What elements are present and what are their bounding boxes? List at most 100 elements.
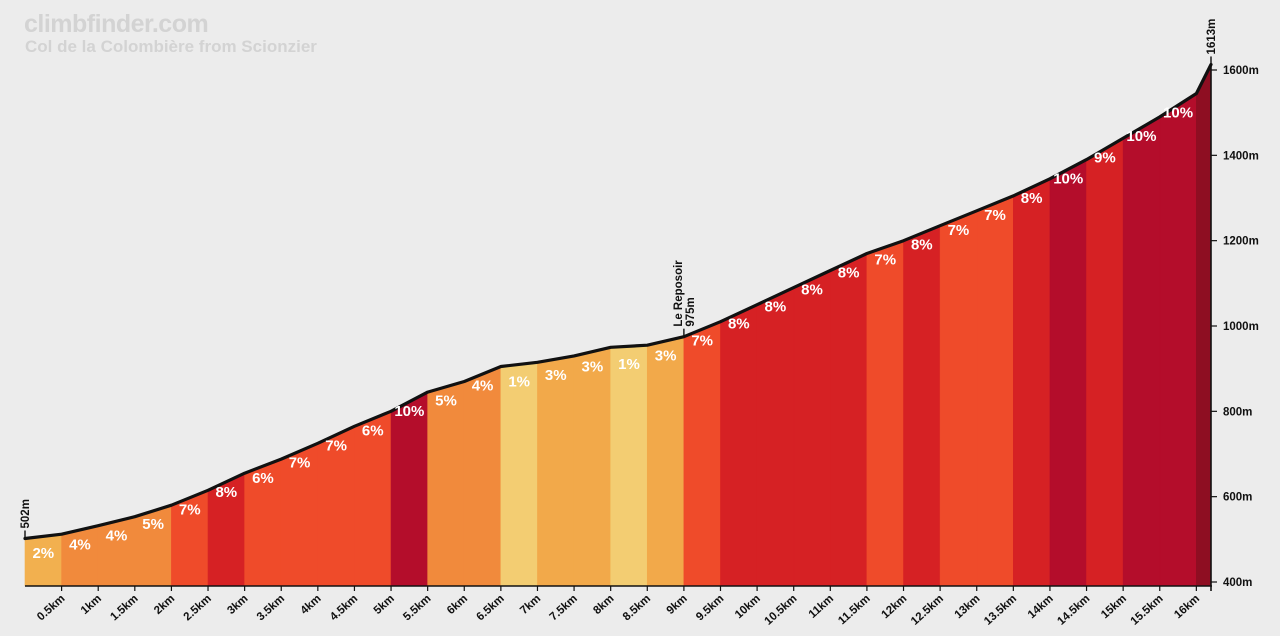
grade-label: 10% xyxy=(394,403,424,420)
x-tick-label: 13.5km xyxy=(982,593,1019,628)
y-tick-label: 1600m xyxy=(1223,65,1259,77)
x-tick-label: 10km xyxy=(733,593,763,622)
grade-label: 10% xyxy=(1126,128,1156,145)
grade-label: 8% xyxy=(801,282,823,299)
grade-label: 7% xyxy=(289,454,311,471)
grade-label: 7% xyxy=(984,207,1006,224)
x-tick-label: 6.5km xyxy=(474,593,506,624)
x-tick-label: 8km xyxy=(591,593,616,617)
x-tick-label: 1.5km xyxy=(108,593,140,624)
annotations: 502m Le Reposoir 975m 1613m xyxy=(20,19,1218,539)
x-tick-label: 7.5km xyxy=(548,593,580,624)
grade-segment xyxy=(683,321,721,587)
grade-segment xyxy=(903,225,941,587)
grade-label: 4% xyxy=(472,378,494,395)
grade-label: 6% xyxy=(252,470,274,487)
grade-label: 10% xyxy=(1053,171,1083,188)
grade-label: 8% xyxy=(765,299,787,316)
chart-subtitle: Col de la Colombière from Scionzier xyxy=(25,37,317,56)
x-tick-label: 16km xyxy=(1172,593,1202,622)
x-tick-label: 5.5km xyxy=(401,593,433,624)
x-tick-label: 15km xyxy=(1099,593,1129,622)
grade-label: 7% xyxy=(691,333,713,350)
x-tick-label: 15.5km xyxy=(1129,593,1166,628)
x-tick-label: 1km xyxy=(79,593,104,617)
grade-segment xyxy=(866,240,904,587)
grade-label: 8% xyxy=(728,316,750,333)
profile-line xyxy=(23,62,1213,541)
grade-segment xyxy=(1049,159,1087,587)
grade-label: 1% xyxy=(508,373,530,390)
grade-label: 9% xyxy=(1094,149,1116,166)
x-tick-label: 11.5km xyxy=(836,593,873,628)
grade-segment xyxy=(573,346,611,587)
grade-segment xyxy=(1196,64,1212,587)
grade-label: 5% xyxy=(435,392,457,409)
grade-segment xyxy=(976,195,1014,587)
x-tick-label: 10.5km xyxy=(763,593,800,628)
annotation-label: Le Reposoir xyxy=(673,260,685,327)
grade-segment xyxy=(793,270,831,587)
grade-segment xyxy=(720,304,758,587)
brand-watermark: climbfinder.com xyxy=(24,10,209,38)
grade-segment xyxy=(939,210,978,587)
grade-segment xyxy=(537,355,575,587)
grade-label: 3% xyxy=(545,367,567,384)
x-tick-label: 2km xyxy=(152,593,177,617)
x-tick-label: 9.5km xyxy=(694,593,726,624)
grade-segment xyxy=(390,391,428,587)
grade-segment xyxy=(646,336,685,587)
grade-labels: 2% 4% 4% 5% 7% 8% 6% 7% 7% 6% 10% 5% 4% 1% 3% 3% 1% 3% 7% 8… xyxy=(32,104,1193,562)
grade-label: 10% xyxy=(1163,104,1193,121)
x-tick-label: 3km xyxy=(225,593,250,617)
grade-segment xyxy=(1159,92,1197,587)
grade-segment xyxy=(1086,137,1124,587)
y-tick-label: 1200m xyxy=(1223,236,1259,248)
x-tick-label: 12.5km xyxy=(909,593,946,628)
grade-label: 8% xyxy=(838,264,860,281)
annotation-label: 1613m xyxy=(1206,19,1218,55)
grade-segment xyxy=(756,287,795,587)
grade-label: 7% xyxy=(325,437,347,454)
y-tick-label: 400m xyxy=(1223,577,1252,589)
grade-segment xyxy=(61,525,99,587)
grade-segment xyxy=(463,366,502,587)
y-tick-label: 600m xyxy=(1223,492,1252,504)
x-tick-label: 9km xyxy=(665,593,690,617)
y-tick-label: 1000m xyxy=(1223,321,1259,333)
annotation-label: 975m xyxy=(685,297,697,326)
grade-label: 2% xyxy=(32,545,54,562)
grade-segment xyxy=(830,252,868,587)
x-tick-label: 3.5km xyxy=(255,593,287,624)
grade-label: 1% xyxy=(618,356,640,373)
grade-label: 7% xyxy=(948,222,970,239)
grade-segment xyxy=(427,381,465,587)
grade-label: 8% xyxy=(1021,190,1043,207)
x-tick-label: 0.5km xyxy=(35,593,67,624)
grade-label: 6% xyxy=(362,422,384,439)
grade-label: 8% xyxy=(215,484,237,501)
grade-label: 7% xyxy=(874,252,896,269)
x-tick-label: 12km xyxy=(879,593,909,622)
grade-segment xyxy=(610,344,648,587)
grade-segment xyxy=(1013,178,1051,587)
x-tick-label: 4km xyxy=(299,593,324,617)
x-tick-label: 14km xyxy=(1026,593,1056,622)
grade-label: 3% xyxy=(582,358,604,375)
y-tick-label: 1400m xyxy=(1223,150,1259,162)
x-tick-label: 5km xyxy=(372,593,397,617)
annotation-label: 502m xyxy=(20,499,32,528)
grade-segment xyxy=(500,361,538,587)
grade-label: 4% xyxy=(106,528,128,545)
x-tick-label: 4.5km xyxy=(328,593,360,624)
x-tick-label: 11km xyxy=(807,593,836,621)
x-tick-label: 7km xyxy=(518,593,543,617)
grade-label: 8% xyxy=(911,237,933,254)
x-tick-label: 14.5km xyxy=(1055,593,1092,628)
grade-label: 3% xyxy=(655,348,677,365)
grade-label: 5% xyxy=(142,516,164,533)
x-tick-label: 2.5km xyxy=(182,593,214,624)
grade-segments xyxy=(24,64,1212,587)
